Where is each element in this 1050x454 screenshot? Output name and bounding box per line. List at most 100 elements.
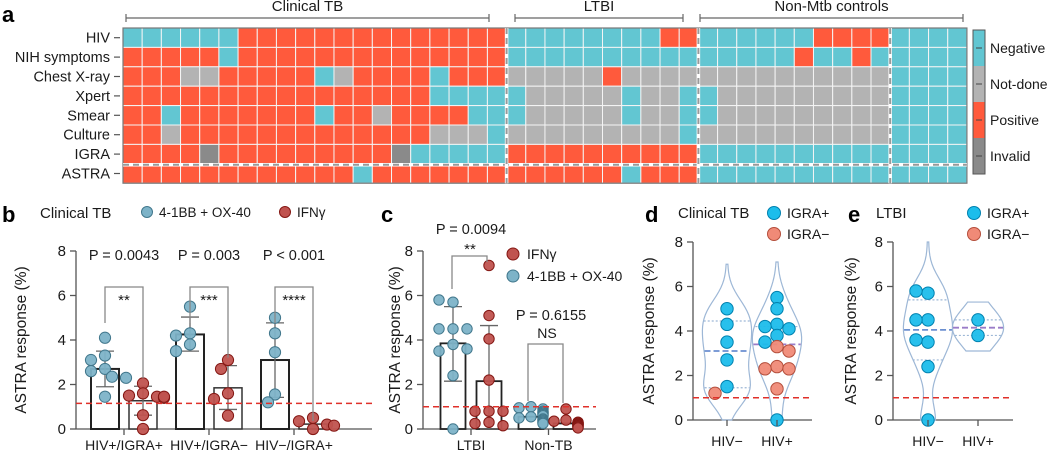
heatmap-cell-chest-x-ray-21	[525, 66, 546, 87]
data-point-costim	[447, 338, 459, 351]
legend-label: IGRA+	[787, 205, 829, 221]
data-point-igra-pos	[770, 290, 784, 305]
legend-marker	[767, 206, 781, 220]
panel-b-bar-chart: b Clinical TB 4-1BB + OX-40 IFNγ 0 2 4 6 8 AST…	[2, 202, 372, 453]
heatmap-cell-igra-32	[736, 143, 757, 165]
heatmap-cell-smear-36	[812, 105, 834, 126]
p-value: P = 0.0094	[436, 222, 506, 238]
heatmap-cell-astra-36	[812, 165, 834, 184]
heatmap-cell-igra-34	[774, 143, 795, 165]
heatmap-cell-smear-19	[486, 105, 508, 126]
heatmap-cell-nih-symptoms-38	[851, 46, 872, 68]
heatmap-cell-xpert-14	[391, 85, 412, 107]
data-point-costim	[169, 329, 183, 342]
heatmap-cell-culture-34	[774, 124, 795, 145]
data-point-costim	[98, 331, 112, 344]
heatmap-cell-smear-42	[928, 105, 949, 126]
heatmap-cell-xpert-1	[141, 85, 162, 107]
heatmap-cell-xpert-29	[678, 85, 699, 107]
heatmap-cell-xpert-0	[122, 85, 143, 107]
heatmap-cell-hiv-13	[371, 27, 393, 48]
heatmap-cell-smear-8	[275, 105, 297, 126]
heatmap-cell-xpert-41	[908, 85, 930, 107]
data-point-ifng	[483, 259, 495, 272]
heatmap-cell-astra-15	[410, 165, 431, 184]
heatmap-cell-igra-13	[371, 143, 393, 165]
legend-label: IGRA+	[987, 205, 1029, 221]
heatmap-cell-astra-19	[486, 165, 508, 184]
heatmap-cell-igra-22	[544, 143, 565, 165]
heatmap-cell-nih-symptoms-15	[410, 46, 431, 68]
data-point-costim	[461, 323, 473, 335]
heatmap-cell-hiv-39	[870, 27, 891, 48]
panel-e-title: LTBI	[876, 205, 907, 222]
data-point-costim	[525, 411, 537, 423]
heatmap-cell-nih-symptoms-27	[640, 46, 661, 68]
panel-letter-a: a	[2, 2, 15, 27]
heatmap-cell-chest-x-ray-0	[122, 66, 143, 87]
comparison-bracket	[104, 286, 144, 379]
data-point-costim	[183, 338, 197, 351]
heatmap-cell-chest-x-ray-20	[506, 66, 527, 87]
heatmap-cell-astra-0	[122, 165, 143, 184]
data-point-costim	[98, 362, 112, 376]
heatmap-cell-astra-27	[640, 165, 661, 184]
heatmap-cell-hiv-5	[218, 27, 239, 48]
heatmap-cell-igra-16	[429, 143, 450, 165]
data-point-igra-pos	[720, 353, 734, 367]
heatmap-cell-culture-16	[429, 124, 450, 145]
panel-letter-d: d	[645, 202, 658, 227]
heatmap-cell-nih-symptoms-35	[793, 46, 814, 68]
violin-outline	[902, 241, 954, 421]
heatmap-cell-igra-10	[314, 143, 335, 165]
heatmap-cell-hiv-11	[333, 27, 354, 48]
heatmap-cell-culture-26	[621, 124, 642, 145]
heatmap-cell-chest-x-ray-26	[621, 66, 642, 87]
heatmap-cell-xpert-34	[774, 85, 795, 107]
heatmap-cell-culture-18	[467, 124, 488, 145]
heatmap-cell-xpert-11	[333, 85, 354, 107]
heatmap-cell-culture-1	[141, 124, 162, 145]
heatmap-cell-nih-symptoms-33	[755, 46, 776, 68]
heatmap-cells	[122, 27, 968, 184]
data-point-ifng	[483, 374, 495, 386]
heatmap-cell-chest-x-ray-29	[678, 66, 699, 87]
x-tick-label: HIV+	[962, 433, 994, 449]
violin-outline	[701, 263, 753, 421]
data-point-igra-pos	[720, 335, 734, 349]
heatmap-cell-astra-31	[717, 165, 738, 184]
heatmap-cell-xpert-16	[429, 85, 450, 107]
x-tick-label: HIV−	[912, 433, 944, 449]
heatmap-cell-nih-symptoms-18	[467, 46, 488, 68]
heatmap-cell-culture-19	[486, 124, 508, 145]
heatmap-cell-igra-21	[525, 143, 546, 165]
heatmap-cell-xpert-38	[851, 85, 872, 107]
data-point-igra-pos	[770, 302, 784, 316]
heatmap-cell-hiv-10	[314, 27, 335, 48]
x-tick-label: HIV+	[761, 433, 793, 449]
heatmap-cell-hiv-2	[160, 27, 182, 48]
heatmap-cell-culture-20	[506, 124, 527, 145]
row-label: ASTRA	[62, 167, 111, 183]
heatmap-cell-xpert-27	[640, 85, 661, 107]
heatmap-cell-chest-x-ray-2	[160, 66, 182, 87]
heatmap-cell-igra-6	[237, 143, 258, 165]
data-point-costim	[461, 343, 473, 355]
data-point-costim	[268, 388, 282, 401]
y-tick-label: 8	[405, 243, 413, 260]
heatmap-cell-xpert-9	[295, 85, 316, 107]
heatmap-cell-hiv-22	[544, 27, 565, 48]
heatmap-cell-smear-26	[621, 105, 642, 126]
y-tick-label: 6	[875, 279, 883, 296]
y-tick-label: 6	[58, 288, 66, 305]
panel-b-plot: 0 2 4 6 8 ASTRA response (%) HIV+/IGRA+ ** P = 0…	[13, 243, 372, 453]
heatmap-cell-culture-25	[602, 124, 623, 145]
heatmap-cell-hiv-17	[448, 27, 469, 48]
heatmap-cell-culture-38	[851, 124, 872, 145]
heatmap-cell-xpert-28	[659, 85, 680, 107]
legend-label: IFNγ	[297, 205, 326, 220]
heatmap-cell-chest-x-ray-18	[467, 66, 488, 87]
data-point-igra-neg	[770, 339, 784, 354]
